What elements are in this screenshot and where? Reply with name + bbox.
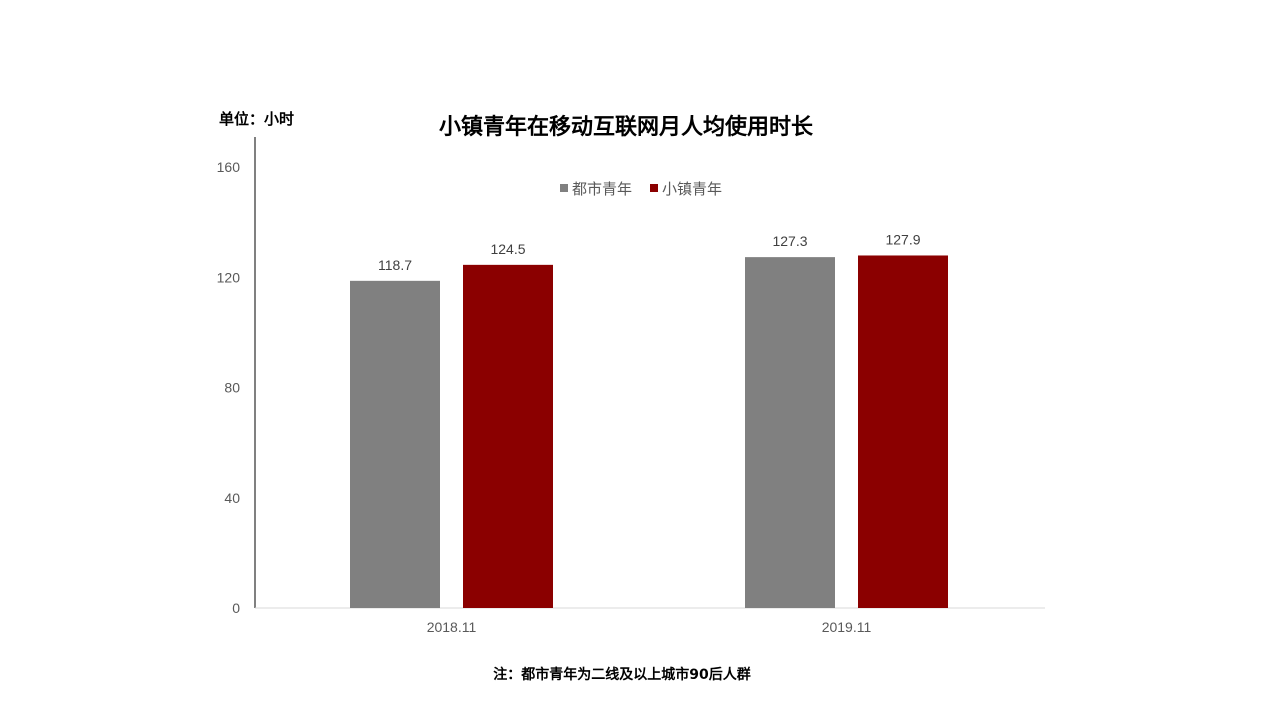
data-labels-group: 118.7 124.5 127.3 127.9 (378, 231, 921, 272)
footnote: 注：都市青年为二线及以上城市90后人群 (493, 666, 750, 683)
bar-town-1 (858, 255, 948, 608)
x-axis: 2018.11 2019.11 (255, 607, 1045, 635)
y-tick-label: 160 (217, 159, 241, 175)
bar-value-label: 127.9 (885, 231, 920, 247)
bar-value-label: 124.5 (490, 241, 525, 257)
bar-urban-1 (745, 257, 835, 608)
bar-urban-0 (350, 280, 440, 608)
bar-value-label: 118.7 (378, 257, 412, 273)
legend-label: 都市青年 (572, 180, 632, 198)
bar-value-label: 127.3 (772, 233, 807, 249)
y-tick-label: 120 (217, 269, 241, 285)
chart-title: 小镇青年在移动互联网月人均使用时长 (439, 114, 814, 140)
legend-label: 小镇青年 (662, 180, 722, 198)
y-tick-label: 80 (224, 380, 240, 396)
y-tick-label: 40 (224, 490, 240, 506)
legend-swatch (650, 184, 658, 192)
y-tick-label: 0 (232, 600, 240, 616)
x-tick-label: 2019.11 (822, 619, 872, 635)
legend-swatch (560, 184, 568, 192)
legend: 都市青年 小镇青年 (560, 180, 722, 198)
x-tick-label: 2018.11 (427, 619, 477, 635)
bars-group (350, 255, 948, 608)
unit-label: 单位：小时 (219, 110, 294, 128)
y-axis: 0 40 80 120 160 (217, 137, 256, 616)
bar-town-0 (463, 264, 553, 608)
